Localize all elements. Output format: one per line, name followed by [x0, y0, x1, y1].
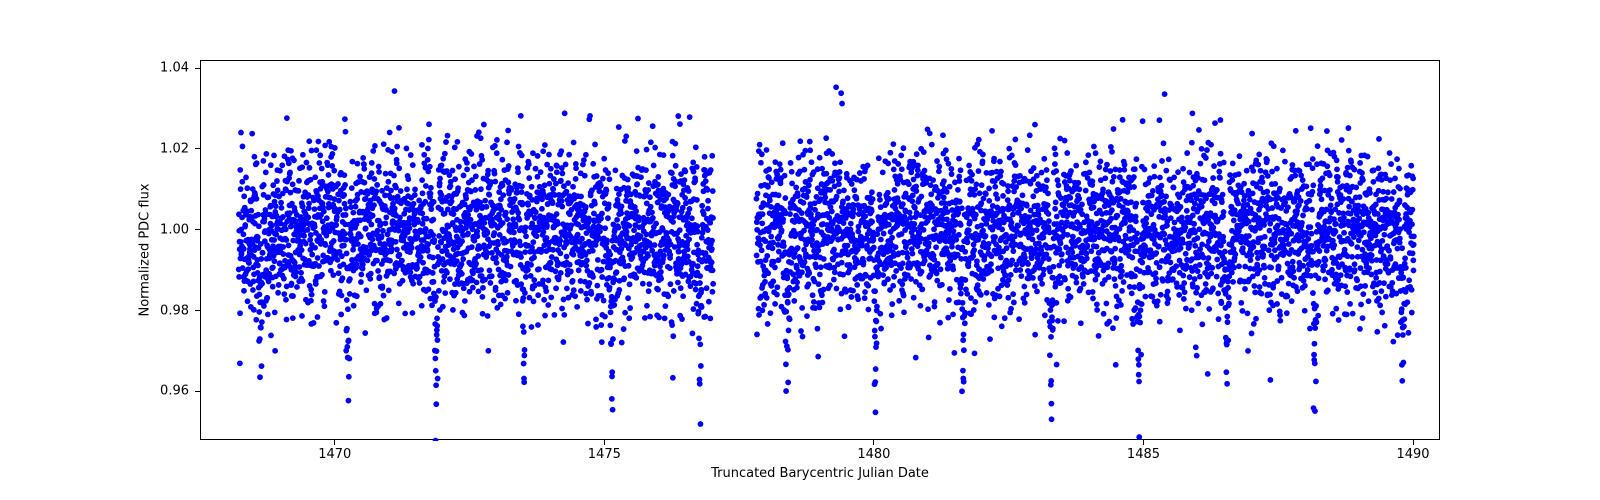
y-tick: [195, 310, 200, 311]
y-tick-label: 1.00: [160, 222, 189, 237]
x-tick-label: 1475: [588, 447, 621, 462]
y-tick: [195, 148, 200, 149]
x-tick-label: 1485: [1127, 447, 1160, 462]
x-tick: [604, 440, 605, 445]
x-tick: [334, 440, 335, 445]
scatter-plot: [201, 61, 1441, 441]
y-axis-label: Normalized PDC flux: [138, 183, 153, 316]
y-tick-label: 1.02: [160, 141, 189, 156]
x-tick: [873, 440, 874, 445]
x-tick-label: 1480: [857, 447, 890, 462]
y-tick: [195, 229, 200, 230]
x-tick-label: 1470: [318, 447, 351, 462]
x-axis-label: Truncated Barycentric Julian Date: [711, 466, 929, 481]
x-tick: [1413, 440, 1414, 445]
y-tick-label: 1.04: [160, 61, 189, 76]
y-tick: [195, 391, 200, 392]
x-tick-label: 1490: [1396, 447, 1429, 462]
plot-area: [200, 60, 1440, 440]
y-tick: [195, 68, 200, 69]
figure: Truncated Barycentric Julian Date Normal…: [0, 0, 1600, 500]
x-tick: [1143, 440, 1144, 445]
y-tick-label: 0.96: [160, 384, 189, 399]
y-tick-label: 0.98: [160, 303, 189, 318]
